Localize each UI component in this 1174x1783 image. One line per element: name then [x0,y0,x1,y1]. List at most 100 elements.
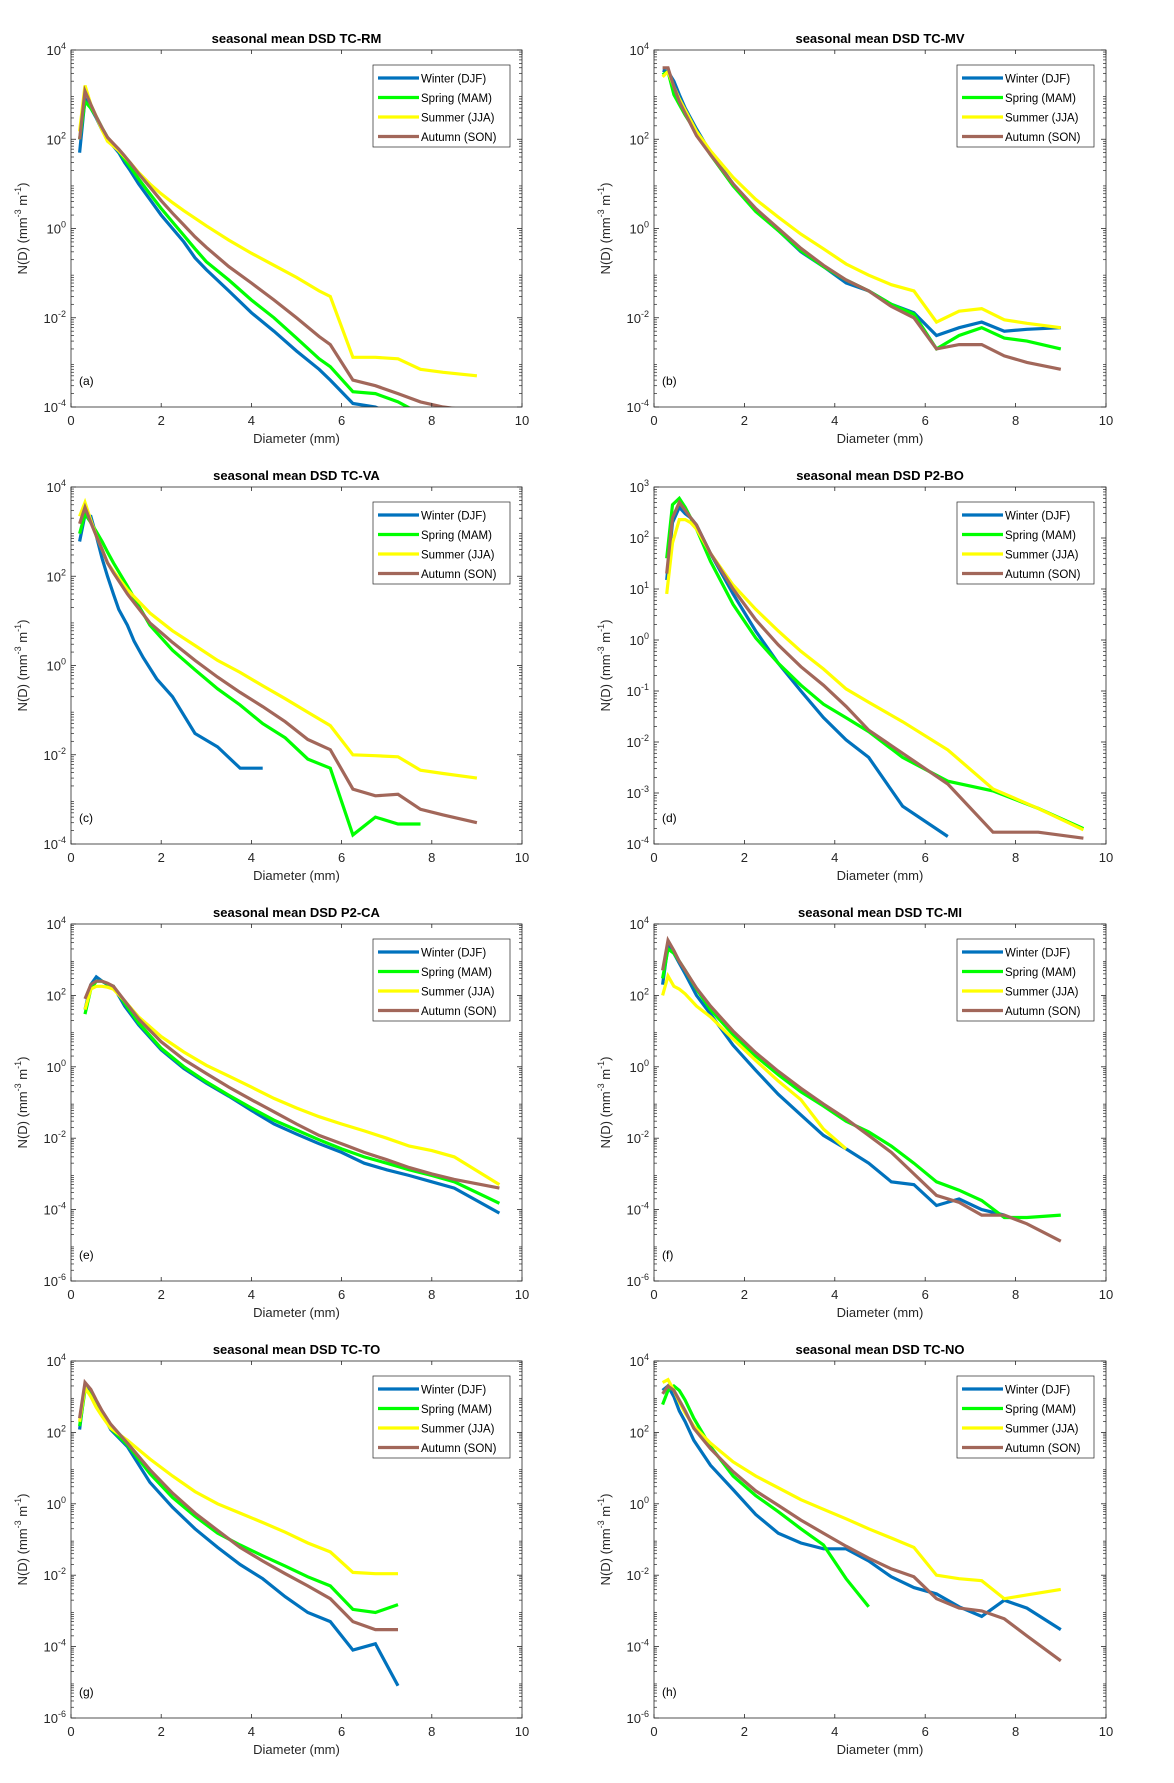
legend-item-winter: Winter (DJF) [962,511,1070,523]
x-tick-label: 4 [831,850,838,865]
x-tick-label: 0 [67,1724,74,1739]
x-tick-label: 0 [67,850,74,865]
panel-label: (g) [79,1685,94,1699]
x-axis-label: Diameter (mm) [837,868,924,883]
x-tick-label: 0 [67,413,74,428]
series-line-spring [78,510,421,838]
x-tick-label: 2 [741,413,748,428]
y-tick-label: 10-2 [44,309,66,326]
legend-item-winter: Winter (DJF) [378,74,486,86]
x-axis-label: Diameter (mm) [253,868,340,883]
y-tick-label: 10-2 [627,733,649,750]
x-axis-label: Diameter (mm) [837,1742,924,1757]
axes-frame [653,486,1107,845]
x-axis-label: Diameter (mm) [837,431,924,446]
panel-label: (h) [662,1685,677,1699]
legend-item-summer: Summer (JJA) [962,987,1079,999]
y-tick-label: 104 [630,1352,649,1369]
legend-item-winter: Winter (DJF) [962,948,1070,960]
series-line-autumn [78,1378,398,1632]
legend-label: Autumn (SON) [421,569,497,581]
y-minor-ticks [71,1362,522,1708]
x-tick-label: 6 [922,413,929,428]
y-tick-label: 10-4 [627,398,649,415]
y-axis-label: N(D) (mm-3 m-1) [596,1494,613,1586]
y-tick-label: 10-2 [44,746,66,763]
y-tick-label: 102 [47,567,66,584]
y-axis-label: N(D) (mm-3 m-1) [13,620,30,712]
legend-label: Summer (JJA) [421,1424,495,1436]
y-tick-label: 10-3 [627,784,649,801]
y-tick-label: 10-6 [627,1272,649,1289]
y-tick-label: 104 [47,1352,66,1369]
x-tick-label: 6 [338,1287,345,1302]
y-tick-label: 104 [47,915,66,932]
x-tick-label: 6 [338,850,345,865]
x-tick-label: 6 [338,413,345,428]
legend: Winter (DJF) Spring (MAM) Summer (JJA) Autu… [956,501,1095,585]
legend-label: Winter (DJF) [1005,948,1070,960]
x-tick-label: 2 [741,1287,748,1302]
legend-item-winter: Winter (DJF) [378,511,486,523]
panel-label: (a) [79,374,94,388]
legend-label: Summer (JJA) [421,987,495,999]
y-tick-label: 102 [47,1423,66,1440]
panel-label: (e) [79,1248,94,1262]
x-tick-label: 4 [248,1287,255,1302]
x-tick-label: 8 [1012,413,1019,428]
y-tick-label: 104 [630,915,649,932]
legend-label: Autumn (SON) [1005,569,1081,581]
y-tick-label: 10-4 [44,835,66,852]
x-tick-label: 4 [248,1724,255,1739]
y-tick-label: 102 [630,130,649,147]
y-tick-label: 10-6 [44,1272,66,1289]
y-tick-label: 102 [47,986,66,1003]
y-tick-label: 100 [630,220,649,237]
legend-item-autumn: Autumn (SON) [378,569,497,581]
y-axis-label: N(D) (mm-3 m-1) [13,1057,30,1149]
x-tick-label: 6 [922,850,929,865]
y-minor-ticks [71,488,522,831]
legend-item-autumn: Autumn (SON) [962,569,1081,581]
series-line-autumn [78,84,456,407]
y-minor-ticks [71,925,522,1271]
legend: Winter (DJF) Spring (MAM) Summer (JJA) Autu… [956,1375,1095,1459]
y-minor-ticks [654,925,1106,1271]
legend-item-autumn: Autumn (SON) [378,1006,497,1018]
x-tick-label: 0 [650,1724,657,1739]
x-tick-label: 2 [158,413,165,428]
subplot-title: seasonal mean DSD TC-MI [798,905,962,920]
x-tick-label: 10 [1099,413,1113,428]
legend-label: Summer (JJA) [1005,550,1079,562]
legend-label: Summer (JJA) [1005,987,1079,999]
y-tick-label: 10-4 [44,1201,66,1218]
y-axis-label: N(D) (mm-3 m-1) [13,183,30,275]
legend-label: Spring (MAM) [421,967,492,979]
legend-item-winter: Winter (DJF) [962,74,1070,86]
legend: Winter (DJF) Spring (MAM) Summer (JJA) Autu… [372,938,511,1022]
y-tick-label: 104 [47,478,66,495]
legend-item-autumn: Autumn (SON) [962,1443,1081,1455]
series-line-autumn [661,1383,1062,1663]
legend-label: Summer (JJA) [1005,1424,1079,1436]
series-line-autumn [661,935,1062,1243]
panel-label: (c) [79,811,93,825]
y-tick-label: 10-6 [627,1709,649,1726]
legend: Winter (DJF) Spring (MAM) Summer (JJA) Autu… [372,1375,511,1459]
axes-frame [70,923,523,1282]
subplot-title: seasonal mean DSD TC-RM [212,31,382,46]
y-tick-label: 10-2 [627,1129,649,1146]
subplot-title: seasonal mean DSD P2-CA [213,905,381,920]
legend-label: Spring (MAM) [421,1404,492,1416]
x-axis-label: Diameter (mm) [837,1305,924,1320]
legend-label: Spring (MAM) [421,93,492,105]
x-tick-label: 8 [428,1724,435,1739]
y-tick-label: 100 [630,631,649,648]
legend-item-spring: Spring (MAM) [962,967,1076,979]
x-tick-label: 2 [741,850,748,865]
series-line-summer [78,1383,398,1576]
y-tick-label: 104 [630,41,649,58]
y-axis-label: N(D) (mm-3 m-1) [596,1057,613,1149]
x-tick-label: 6 [338,1724,345,1739]
subplot-title: seasonal mean DSD TC-VA [213,468,380,483]
